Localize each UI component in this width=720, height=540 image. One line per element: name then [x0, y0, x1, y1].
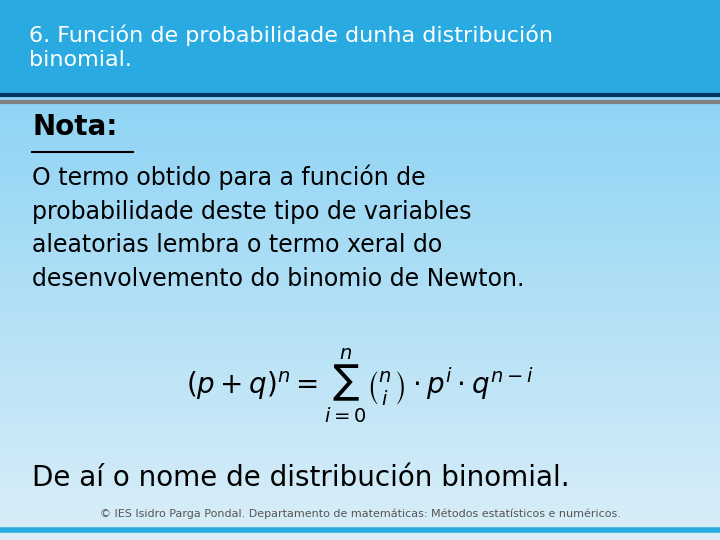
- Text: $(p+q)^n = \sum_{i=0}^{n} \binom{n}{i} \cdot p^i \cdot q^{n-i}$: $(p+q)^n = \sum_{i=0}^{n} \binom{n}{i} \…: [186, 347, 534, 425]
- Text: O termo obtido para a función de
probabilidade deste tipo de variables
aleatoria: O termo obtido para a función de probabi…: [32, 165, 525, 291]
- Text: 6. Función de probabilidade dunha distribución
binomial.: 6. Función de probabilidade dunha distri…: [29, 25, 553, 70]
- Text: © IES Isidro Parga Pondal. Departamento de matemáticas: Métodos estatísticos e n: © IES Isidro Parga Pondal. Departamento …: [99, 509, 621, 519]
- Text: Nota:: Nota:: [32, 113, 118, 141]
- Text: De aí o nome de distribución binomial.: De aí o nome de distribución binomial.: [32, 464, 570, 492]
- Bar: [0, 0, 720, 94]
